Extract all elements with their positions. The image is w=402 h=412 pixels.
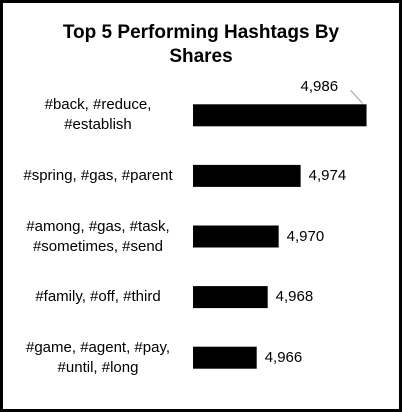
chart-title: Top 5 Performing Hashtags By Shares: [62, 22, 340, 67]
y-tick-label: #game, #agent, #pay, #until, #long: [26, 338, 170, 376]
y-tick-label: #back, #reduce, #establish: [44, 96, 152, 134]
bar: [193, 104, 367, 127]
data-label: 4,970: [286, 227, 325, 245]
bar: [193, 164, 301, 187]
bar: [193, 225, 279, 248]
y-tick-label: #spring, #gas, #parent: [23, 166, 173, 184]
data-label: 4,966: [264, 348, 303, 366]
data-label: 4,986: [300, 78, 339, 96]
leader-line: [350, 89, 363, 104]
bar: [193, 346, 257, 369]
bar: [193, 286, 268, 309]
y-tick-label: #among, #gas, #task, #sometimes, #send: [26, 217, 170, 255]
data-label: 4,974: [308, 166, 347, 184]
plot-area: [193, 89, 367, 369]
y-tick-label: #family, #off, #third: [35, 288, 161, 306]
data-label: 4,968: [275, 288, 314, 306]
